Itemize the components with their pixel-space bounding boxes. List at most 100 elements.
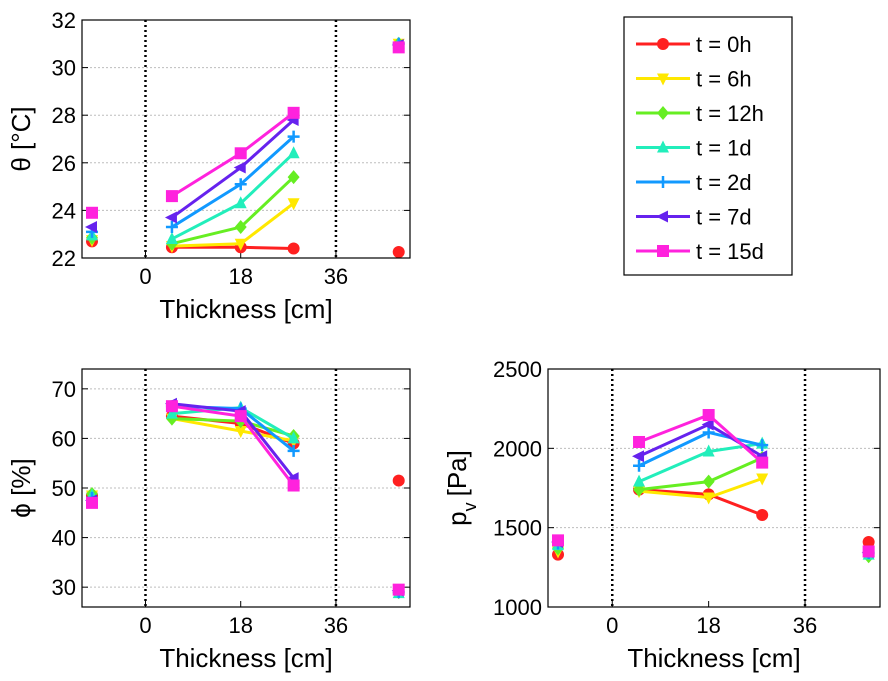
y-tick-label: 32: [52, 8, 76, 33]
legend-label: t = 6h: [696, 67, 752, 92]
data-point: [756, 439, 769, 452]
data-point: [234, 196, 247, 209]
data-point: [287, 242, 300, 255]
data-point: [287, 479, 300, 492]
legend-entry: t = 12h: [636, 101, 764, 126]
x-tick-label: 0: [606, 613, 618, 638]
y-axis-label-subscript: v: [460, 502, 480, 511]
legend-label: t = 0h: [696, 32, 752, 57]
data-point: [234, 147, 247, 160]
data-point: [702, 426, 715, 439]
boundary-point-right: [392, 474, 405, 487]
x-axis-label: Thickness [cm]: [627, 643, 800, 673]
data-point: [287, 130, 300, 143]
data-point: [633, 459, 646, 472]
data-point: [287, 198, 300, 211]
x-tick-label: 18: [696, 613, 720, 638]
data-point: [234, 178, 247, 191]
y-tick-label: 30: [52, 575, 76, 600]
y-tick-label: 24: [52, 198, 76, 223]
x-tick-label: 0: [139, 613, 151, 638]
boundary-point-left: [86, 496, 98, 509]
series-t15d: [86, 400, 405, 596]
legend-swatch-marker: [656, 210, 668, 223]
series-line: [171, 245, 294, 250]
x-tick-label: 36: [324, 613, 348, 638]
y-tick-label: 1000: [493, 595, 542, 620]
legend-label: t = 2d: [696, 170, 752, 195]
legend-entry: t = 7d: [636, 205, 752, 230]
data-point: [701, 418, 714, 431]
data-point: [287, 146, 300, 159]
relative-humidity-panel: 30 40 50 60 70 0 18 36 Thickness [cm] ϕ [%]: [6, 368, 411, 673]
y-axis-label: ϕ [%]: [6, 458, 36, 517]
x-tick-label: 0: [139, 264, 151, 289]
legend-entry: t = 6h: [636, 67, 752, 92]
y-axis-label: θ [°C]: [6, 106, 36, 171]
data-point: [632, 450, 645, 463]
boundary-point-left: [85, 221, 97, 234]
data-point: [633, 474, 646, 487]
data-point: [165, 400, 178, 413]
legend-swatch-marker: [657, 140, 669, 153]
data-point: [165, 406, 178, 419]
x-tick-label: 36: [793, 613, 817, 638]
legend-swatch-marker: [657, 38, 669, 50]
axes-frame: [547, 368, 881, 608]
series-t15d: [86, 41, 405, 219]
data-point: [702, 474, 715, 489]
data-point: [234, 410, 247, 423]
plot-area: [82, 20, 410, 258]
data-point: [702, 444, 715, 457]
data-point: [234, 220, 247, 235]
y-tick-label: 28: [52, 103, 76, 128]
data-point: [702, 492, 715, 505]
data-point: [164, 211, 177, 224]
y-tick-label: 40: [52, 526, 76, 551]
boundary-point-right: [862, 545, 875, 558]
legend-entry: t = 15d: [636, 239, 764, 264]
data-point: [756, 456, 769, 469]
boundary-point-right: [862, 535, 875, 548]
x-tick-label: 36: [324, 264, 348, 289]
x-tick-label: 18: [228, 613, 252, 638]
data-point: [165, 231, 178, 244]
y-tick-label: 2500: [493, 357, 542, 382]
data-point: [234, 425, 247, 438]
x-axis-label: Thickness [cm]: [159, 294, 332, 324]
boundary-point-left: [86, 206, 98, 219]
axes-frame: [81, 368, 411, 608]
y-axis-label: pv [Pa]: [442, 450, 480, 526]
data-point: [165, 190, 178, 203]
legend-label: t = 1d: [696, 136, 752, 161]
temperature-panel: 22 24 26 28 30 32 0 18 36 Thickness [cm] θ [°C]: [6, 8, 411, 324]
legend-label: t = 12h: [696, 101, 764, 126]
y-axis-label-unit: [Pa]: [442, 450, 472, 496]
data-point: [702, 409, 715, 422]
y-axis-label-symbol: p: [442, 511, 472, 525]
data-point: [287, 106, 300, 119]
data-point: [287, 170, 300, 185]
y-tick-label: 1500: [493, 516, 542, 541]
y-tick-label: 70: [52, 377, 76, 402]
y-tick-label: 22: [52, 246, 76, 271]
vapour-pressure-panel: 1000 1500 2000 2500 0 18 36 Thickness [cm] pv [Pa…: [442, 357, 881, 673]
legend-entry: t = 2d: [636, 170, 752, 195]
x-tick-label: 18: [228, 264, 252, 289]
legend-swatch-marker: [657, 245, 669, 257]
data-point: [165, 221, 178, 234]
y-tick-label: 30: [52, 56, 76, 81]
plot-area: [548, 369, 880, 607]
legend: t = 0h t = 6h t = 12h t = 1d t = 2d t = 7d t =…: [623, 16, 793, 276]
x-axis-label: Thickness [cm]: [159, 643, 332, 673]
legend-entry: t = 0h: [636, 32, 752, 57]
y-tick-label: 26: [52, 151, 76, 176]
y-tick-label: 2000: [493, 436, 542, 461]
boundary-point-right: [392, 246, 405, 259]
data-point: [633, 435, 646, 448]
data-point: [287, 444, 300, 457]
data-point: [756, 508, 769, 521]
axes-frame: [81, 19, 411, 259]
series-t15d: [552, 409, 875, 558]
